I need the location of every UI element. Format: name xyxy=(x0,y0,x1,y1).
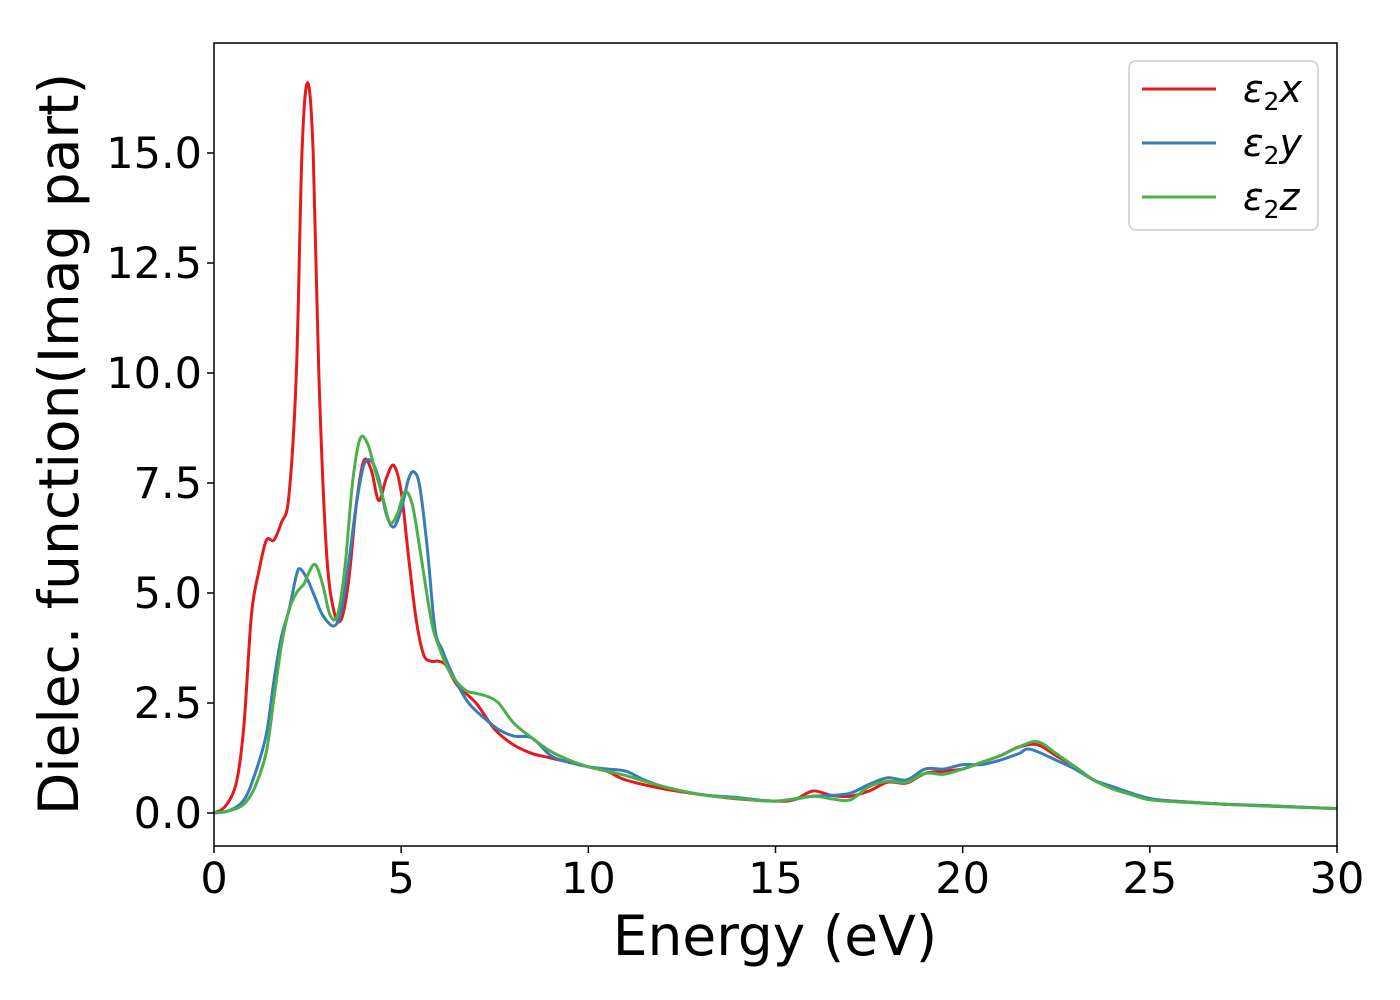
legend-label-z: ε2z xyxy=(1243,175,1300,224)
legend-box xyxy=(1128,60,1319,231)
x-tick-label: 0 xyxy=(200,854,227,904)
legend-label-x: ε2x xyxy=(1243,67,1302,116)
y-tick-label: 15.0 xyxy=(106,129,202,179)
x-tick-label: 10 xyxy=(561,854,616,904)
y-tick-label: 5.0 xyxy=(134,569,202,619)
x-tick-label: 5 xyxy=(387,854,414,904)
x-tick-label: 25 xyxy=(1122,854,1177,904)
y-axis: 0.0 2.5 5.0 7.5 10.0 12.5 15.0 xyxy=(106,129,214,839)
x-tick-label: 20 xyxy=(935,854,990,904)
x-axis: 0 5 10 15 20 25 30 xyxy=(200,846,1364,904)
y-tick-label: 2.5 xyxy=(134,679,202,729)
x-tick-label: 15 xyxy=(748,854,803,904)
legend-label-y: ε2y xyxy=(1243,121,1302,170)
y-tick-label: 0.0 xyxy=(134,789,202,839)
y-axis-title: Dielec. function(Imag part) xyxy=(27,73,91,815)
series-line-z xyxy=(214,434,1337,815)
x-axis-title: Energy (eV) xyxy=(613,904,937,968)
legend: ε2x ε2y ε2z xyxy=(1128,60,1319,231)
series-line-y xyxy=(214,458,1337,815)
y-tick-label: 12.5 xyxy=(106,239,202,289)
series-group xyxy=(214,81,1337,815)
x-tick-label: 30 xyxy=(1310,854,1365,904)
y-tick-label: 10.0 xyxy=(106,349,202,399)
y-tick-label: 7.5 xyxy=(134,459,202,509)
